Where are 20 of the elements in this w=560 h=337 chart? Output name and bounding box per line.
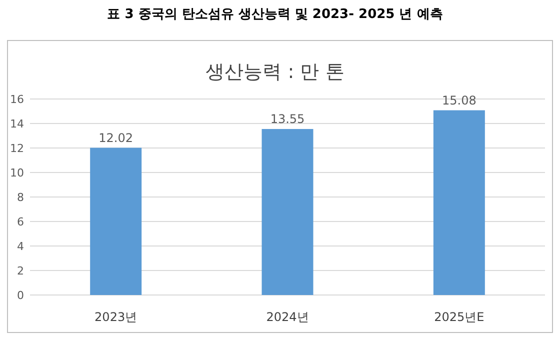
y-tick-label: 10 [10,166,24,180]
x-tick-label: 2023년 [94,310,138,324]
bar [90,148,142,295]
y-tick-label: 14 [10,118,24,130]
data-label: 15.08 [442,93,476,108]
chart-subtitle: 생산능력 : 만 톤 [206,61,344,83]
y-tick-label: 12 [10,142,24,155]
y-tick-label: 8 [17,191,24,204]
y-tick-label: 0 [17,289,24,302]
bar [262,129,314,295]
y-tick-label: 2 [17,264,24,278]
chart-title: 표 3 중국의 탄소섬유 생산능력 및 2023- 2025 년 예측 [107,7,443,22]
y-tick-label: 6 [17,216,24,228]
y-tick-label: 16 [10,93,24,106]
data-label: 13.55 [270,112,305,126]
y-tick-label: 4 [17,240,24,253]
x-tick-label: 2024년 [266,310,309,324]
x-tick-label: 2025년E [434,310,484,324]
bar [433,110,485,295]
data-label: 12.02 [98,130,134,145]
